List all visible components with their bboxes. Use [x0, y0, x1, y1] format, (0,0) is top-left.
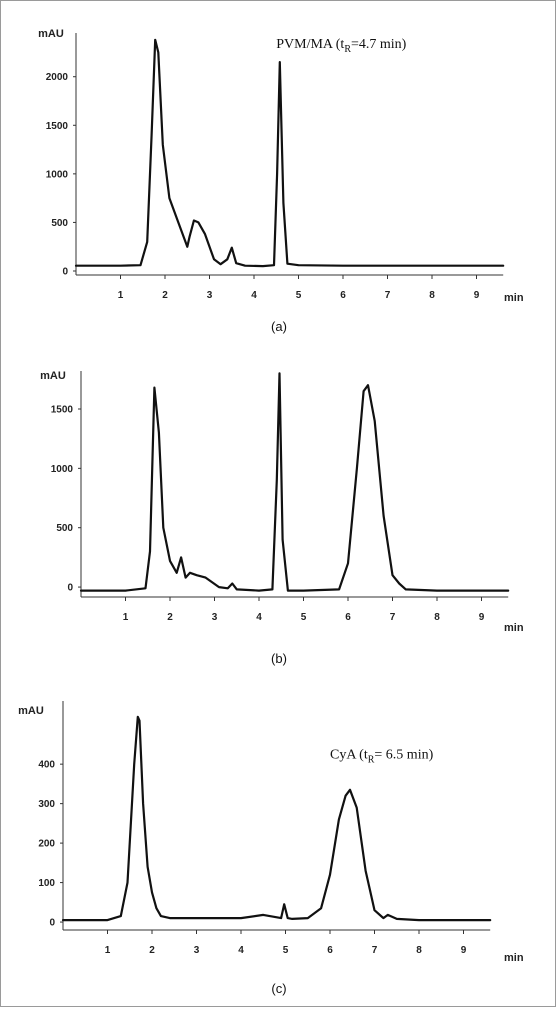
x-tick-label: 5 — [296, 290, 302, 301]
panel-caption: (a) — [271, 319, 287, 334]
y-tick-label: 1500 — [51, 404, 74, 415]
x-tick-label: 8 — [416, 945, 422, 956]
chromatogram-panel-c: 0 100 200 300 400 1 2 3 4 5 6 7 8 9 mAU min CyA (tR= 6.5… — [18, 701, 524, 996]
chromatogram-panel-a: 0 500 1000 1500 2000 1 2 3 4 5 6 7 8 9 mAU min PVM/MA (t… — [38, 28, 524, 334]
y-tick-label: 400 — [38, 760, 55, 771]
x-tick-label: 4 — [256, 612, 262, 623]
x-tick-label: 7 — [385, 290, 391, 301]
x-tick-label: 4 — [251, 290, 257, 301]
y-tick-label: 0 — [49, 918, 55, 929]
y-tick-label: 100 — [38, 878, 55, 889]
x-tick-label: 1 — [105, 945, 111, 956]
y-tick-label: 200 — [38, 839, 55, 850]
x-tick-label: 3 — [194, 945, 200, 956]
x-tick-label: 2 — [149, 945, 155, 956]
x-tick-label: 5 — [283, 945, 289, 956]
panel-caption: (b) — [271, 651, 287, 666]
x-tick-label: 4 — [238, 945, 244, 956]
x-tick-label: 9 — [479, 612, 485, 623]
x-tick-label: 6 — [327, 945, 333, 956]
chromatogram-panel-b: 0 500 1000 1500 1 2 3 4 5 6 7 8 9 mAU min (b) — [40, 370, 524, 666]
x-tick-label: 2 — [167, 612, 173, 623]
y-tick-label: 1000 — [46, 169, 69, 180]
y-tick-label: 1500 — [46, 121, 69, 132]
x-tick-label: 8 — [434, 612, 440, 623]
y-tick-label: 0 — [62, 267, 68, 278]
y-tick-label: 2000 — [46, 72, 69, 83]
y-tick-label: 500 — [51, 218, 68, 229]
x-axis-label: min — [504, 952, 524, 964]
x-tick-label: 3 — [212, 612, 218, 623]
chromatogram-trace — [79, 372, 510, 592]
chromatogram-trace — [74, 38, 505, 268]
x-tick-label: 2 — [162, 290, 168, 301]
x-tick-label: 1 — [118, 290, 124, 301]
peak-annotation: PVM/MA (tR=4.7 min) — [276, 37, 406, 55]
peak-annotation: CyA (tR= 6.5 min) — [330, 747, 434, 765]
x-tick-label: 5 — [301, 612, 307, 623]
x-tick-label: 9 — [461, 945, 467, 956]
x-tick-label: 8 — [429, 290, 435, 301]
x-tick-label: 3 — [207, 290, 213, 301]
chromatogram-trace — [61, 715, 492, 922]
panel-caption: (c) — [271, 981, 286, 996]
y-tick-label: 500 — [56, 523, 73, 534]
y-axis-label: mAU — [40, 370, 66, 382]
y-axis-label: mAU — [38, 28, 64, 40]
x-tick-label: 6 — [340, 290, 346, 301]
y-tick-label: 1000 — [51, 464, 74, 475]
x-tick-label: 9 — [474, 290, 480, 301]
y-tick-label: 300 — [38, 799, 55, 810]
x-tick-label: 1 — [123, 612, 129, 623]
x-tick-label: 6 — [345, 612, 351, 623]
x-axis-label: min — [504, 622, 524, 634]
y-tick-label: 0 — [67, 583, 73, 594]
x-tick-label: 7 — [372, 945, 378, 956]
x-tick-label: 7 — [390, 612, 396, 623]
x-axis-label: min — [504, 292, 524, 304]
y-axis-label: mAU — [18, 705, 44, 717]
